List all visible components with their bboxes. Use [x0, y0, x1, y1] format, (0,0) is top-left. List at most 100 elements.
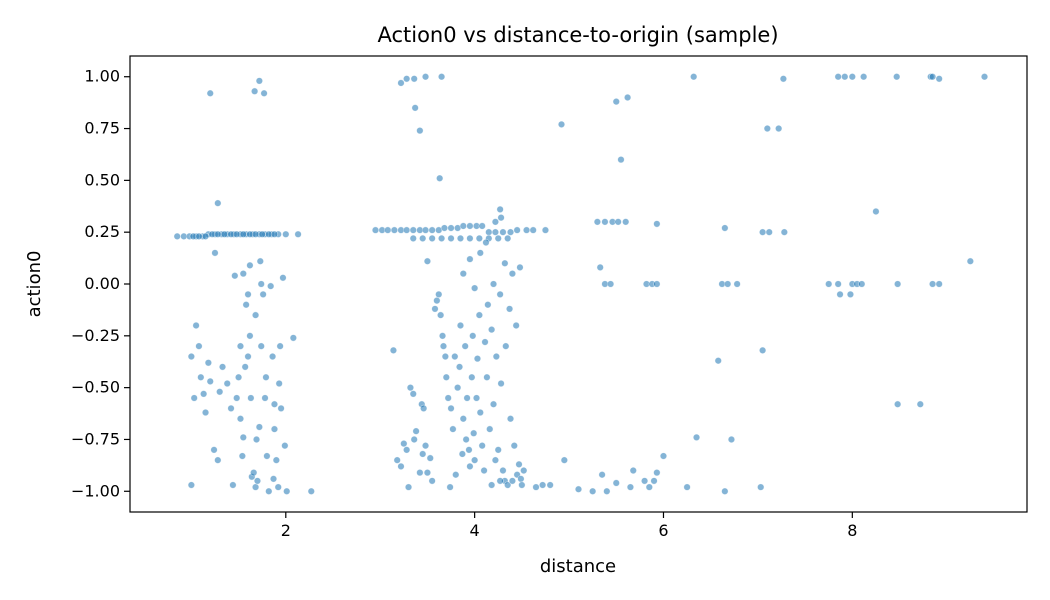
scatter-point [980, 73, 989, 81]
scatter-point [502, 342, 510, 350]
scatter-point [532, 483, 540, 491]
scatter-point [894, 400, 902, 408]
scatter-point [466, 234, 474, 242]
scatter-point [444, 394, 452, 402]
scatter-point [384, 226, 392, 234]
scatter-point [757, 483, 765, 491]
scatter-point [371, 226, 380, 234]
scatter-point [239, 230, 247, 238]
scatter-point [204, 359, 212, 367]
scatter-point [733, 280, 741, 288]
scatter-point [416, 127, 424, 135]
scatter-point [261, 394, 269, 402]
scatter-point [557, 120, 566, 128]
scatter-point [501, 259, 509, 267]
scatter-point [496, 290, 504, 298]
scatter-point [433, 296, 441, 305]
scatter-point [478, 222, 486, 230]
scatter-point [449, 425, 457, 433]
scatter-point [683, 483, 691, 491]
scatter-point [410, 435, 418, 444]
scatter-point [626, 483, 635, 491]
scatter-point [727, 435, 736, 444]
scatter-point [546, 481, 554, 489]
scatter-point [491, 456, 500, 464]
scatter-point [916, 400, 924, 408]
scatter-point [210, 446, 218, 454]
scatter-point [491, 218, 500, 226]
scatter-point [421, 73, 430, 81]
scatter-point [834, 280, 842, 288]
scatter-point [244, 352, 252, 361]
scatter-point [234, 373, 243, 381]
scatter-point [497, 214, 505, 222]
scatter-point [389, 346, 398, 354]
scatter-point [428, 226, 436, 234]
scatter-point [458, 450, 466, 458]
scatter-point [397, 462, 405, 471]
scatter-point [403, 446, 411, 454]
scatter-point [506, 415, 515, 423]
scatter-point [258, 230, 266, 238]
scatter-point [200, 390, 208, 398]
scatter-point [593, 218, 601, 226]
scatter-point [494, 234, 502, 242]
scatter-point [491, 228, 500, 236]
scatter-point [411, 104, 419, 112]
scatter-point [447, 234, 455, 242]
scatter-point [488, 326, 496, 334]
scatter-point [211, 249, 219, 257]
scatter-point [239, 433, 247, 441]
scatter-point [233, 230, 241, 238]
scatter-point [416, 469, 424, 477]
scatter-point [504, 481, 512, 489]
scatter-point [645, 483, 653, 491]
scatter-point [473, 355, 482, 363]
scatter-point [640, 477, 649, 485]
scatter-point [236, 415, 245, 423]
scatter-point [485, 228, 493, 236]
scatter-point [274, 483, 282, 491]
scatter-point [242, 301, 250, 309]
scatter-point [403, 75, 411, 83]
y-axis-label: action0 [24, 251, 45, 318]
scatter-point [478, 442, 486, 450]
scatter-point [409, 234, 417, 242]
scatter-point [406, 384, 415, 392]
scatter-point [492, 352, 500, 361]
scatter-point [206, 89, 214, 97]
scatter-point [529, 226, 537, 234]
y-tick-label: 0.50 [84, 170, 120, 189]
scatter-point [714, 357, 722, 365]
scatter-point [489, 400, 498, 408]
scatter-point [272, 456, 280, 464]
scatter-point [397, 79, 405, 87]
scatter-point [251, 483, 260, 491]
scatter-point [244, 290, 252, 298]
scatter-point [195, 342, 203, 350]
scatter-point [201, 408, 210, 417]
scatter-point [471, 456, 479, 464]
scatter-point [412, 427, 420, 435]
scatter-point [233, 394, 241, 402]
scatter-point [596, 263, 604, 272]
scatter-point [423, 257, 432, 265]
scatter-point [270, 230, 279, 238]
scatter-point [505, 305, 514, 313]
scatter-point [456, 234, 465, 242]
scatter-point [214, 199, 222, 207]
scatter-point [251, 87, 259, 95]
scatter-point [522, 226, 531, 234]
scatter-point [763, 124, 771, 133]
scatter-point [614, 218, 622, 226]
scatter-point [471, 284, 479, 292]
scatter-point [780, 228, 788, 236]
scatter-point [779, 75, 787, 83]
scatter-point [513, 226, 521, 234]
scatter-point [470, 429, 478, 437]
scatter-point [475, 311, 483, 319]
scatter-point [437, 311, 445, 319]
scatter-point [858, 280, 866, 288]
scatter-point [231, 272, 239, 280]
scatter-point [423, 469, 432, 477]
